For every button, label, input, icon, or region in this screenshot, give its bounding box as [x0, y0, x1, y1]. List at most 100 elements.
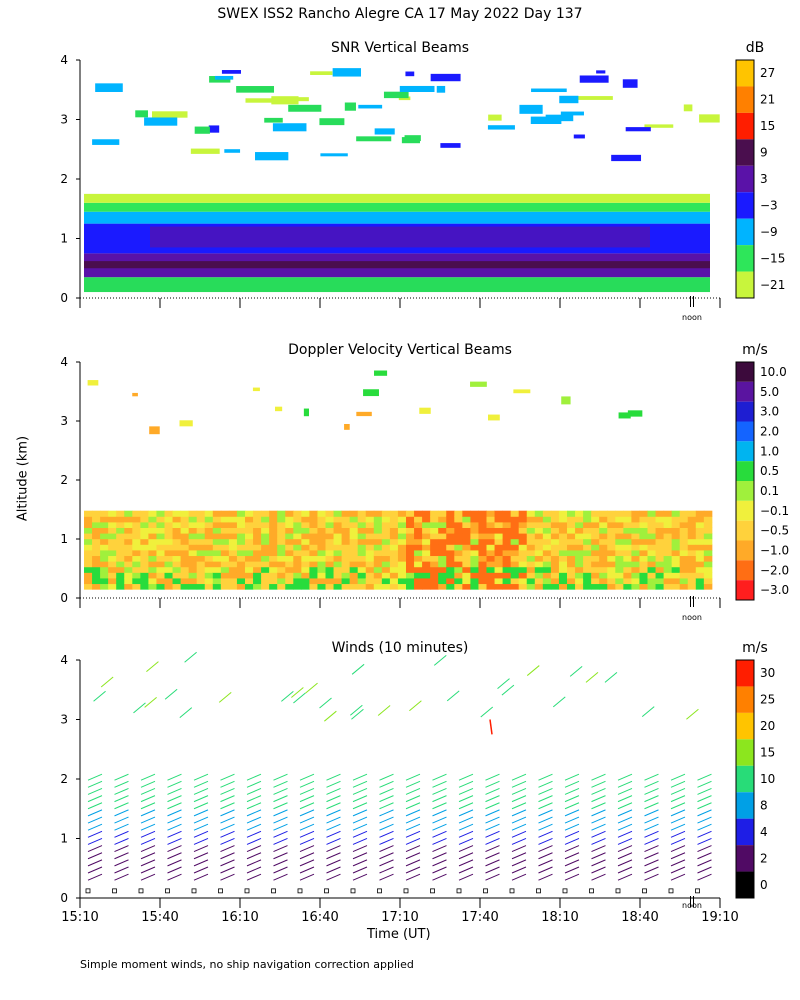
velocity-cell — [639, 577, 648, 585]
y-tick-label: 3 — [60, 113, 68, 127]
wind-barb — [617, 823, 633, 831]
velocity-cell — [647, 561, 656, 568]
wind-barb — [352, 823, 368, 831]
velocity-cell — [196, 544, 206, 551]
velocity-cell — [542, 544, 552, 551]
colorbar-segment — [736, 712, 754, 740]
velocity-cell — [575, 583, 584, 590]
velocity-cell — [663, 572, 673, 579]
velocity-cell — [406, 555, 415, 562]
velocity-cell — [655, 544, 665, 551]
colorbar-segment — [736, 165, 754, 193]
velocity-patch — [419, 407, 431, 414]
velocity-cell — [164, 527, 173, 534]
velocity-cell — [92, 510, 101, 517]
velocity-cell — [301, 566, 310, 573]
velocity-cell — [470, 538, 479, 545]
wind-barb — [458, 823, 474, 831]
snr-patch — [135, 110, 148, 118]
snr-patch — [404, 135, 421, 142]
wind-barb — [246, 823, 262, 831]
velocity-cell — [261, 510, 270, 517]
velocity-cell — [317, 538, 326, 545]
velocity-cell — [558, 510, 568, 517]
velocity-cell — [269, 566, 278, 573]
colorbar-segment — [736, 580, 754, 600]
velocity-cell — [349, 521, 359, 528]
wind-barb — [293, 692, 306, 704]
velocity-cell — [518, 583, 528, 590]
velocity-cell — [132, 549, 141, 557]
velocity-cell — [679, 510, 689, 517]
velocity-cell — [615, 555, 624, 562]
wind-barb — [326, 773, 341, 781]
y-tick-label: 0 — [60, 291, 68, 305]
velocity-cell — [188, 533, 198, 540]
velocity-cell — [293, 566, 302, 573]
velocity-cell — [309, 538, 318, 545]
velocity-cell — [510, 544, 520, 551]
velocity-cell — [236, 527, 246, 534]
velocity-cell — [108, 527, 117, 534]
velocity-cell — [599, 527, 608, 534]
wind-barb — [485, 802, 500, 810]
velocity-cell — [542, 561, 552, 568]
velocity-cell — [438, 527, 447, 534]
wind-barb — [432, 780, 447, 788]
velocity-cell — [663, 566, 673, 573]
velocity-cell — [140, 561, 149, 568]
velocity-cell — [92, 516, 101, 523]
velocity-cell — [357, 577, 367, 585]
velocity-cell — [478, 544, 487, 551]
velocity-cell — [478, 533, 487, 540]
wind-barb — [379, 873, 394, 881]
velocity-cell — [341, 561, 351, 568]
velocity-cell — [116, 555, 125, 562]
velocity-cell — [309, 549, 318, 557]
velocity-cell — [422, 516, 431, 523]
wind-barb — [432, 795, 447, 803]
velocity-cell — [92, 533, 101, 540]
velocity-cell — [679, 577, 689, 585]
velocity-cell — [615, 521, 624, 528]
wind-barb — [432, 823, 447, 831]
velocity-cell — [333, 561, 343, 568]
velocity-cell — [108, 516, 117, 523]
velocity-cell — [567, 583, 576, 590]
velocity-cell — [470, 527, 479, 534]
wind-barb — [379, 773, 394, 781]
velocity-cell — [687, 577, 697, 585]
velocity-cell — [349, 555, 359, 562]
velocity-cell — [663, 549, 673, 557]
wind-barb — [379, 830, 394, 838]
velocity-cell — [575, 544, 584, 551]
velocity-cell — [671, 544, 681, 551]
velocity-cell — [253, 561, 262, 568]
wind-barb — [350, 704, 363, 716]
velocity-cell — [397, 544, 407, 551]
wind-barb — [591, 830, 606, 838]
velocity-cell — [671, 549, 681, 557]
velocity-cell — [132, 510, 141, 517]
velocity-cell — [204, 561, 214, 568]
velocity-cell — [550, 538, 560, 545]
velocity-cell — [655, 577, 665, 585]
wind-barb — [644, 788, 659, 795]
velocity-cell — [558, 555, 568, 562]
wind-barb — [591, 780, 606, 788]
velocity-cell — [502, 521, 512, 528]
wind-barb — [617, 845, 633, 853]
wind-barb — [538, 773, 553, 781]
wind-barb — [501, 684, 515, 696]
velocity-cell — [599, 583, 608, 590]
snr-patch — [208, 125, 220, 133]
velocity-cell — [518, 527, 528, 534]
snr-patch — [272, 123, 307, 132]
wind-barb — [538, 859, 553, 867]
velocity-cell — [502, 538, 512, 545]
wind-barb — [220, 845, 235, 853]
velocity-cell — [228, 521, 238, 528]
wind-barb — [617, 802, 633, 810]
wind-barb — [511, 780, 527, 788]
